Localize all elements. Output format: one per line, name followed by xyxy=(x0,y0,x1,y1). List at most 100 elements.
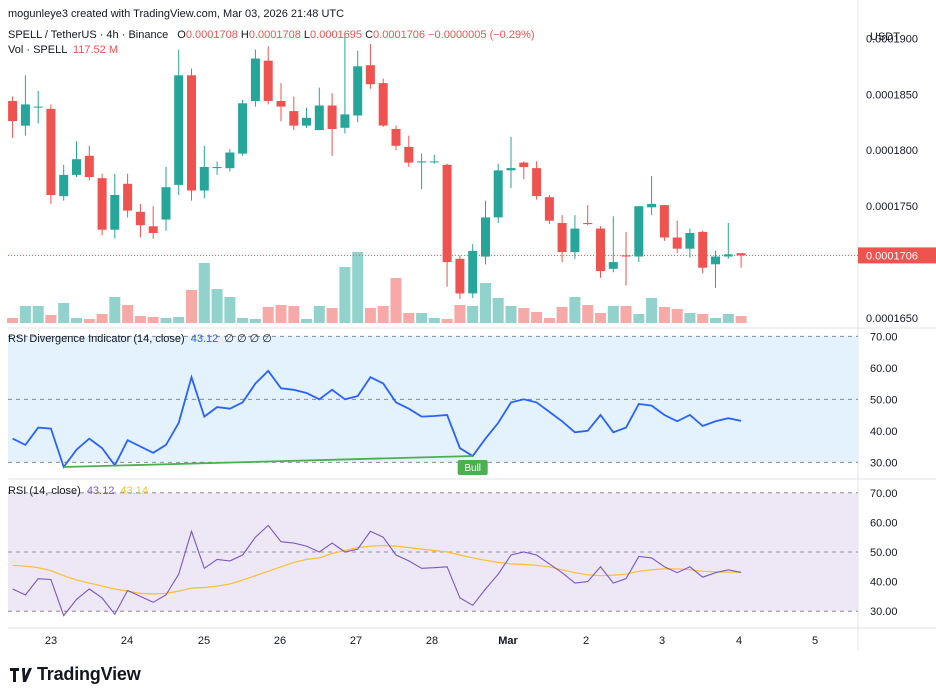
time-axis-label: 27 xyxy=(350,635,362,647)
ohlc-open-label: O xyxy=(177,29,186,41)
candle-body xyxy=(519,162,529,168)
volume-bar xyxy=(211,289,223,323)
tradingview-brand-text: TradingView xyxy=(37,664,141,684)
candle-body xyxy=(468,250,478,294)
symbol-legend: SPELL / TetherUS · 4h · Binance O0.00017… xyxy=(8,29,535,42)
ohlc-open-value: 0.0001708 xyxy=(185,29,238,41)
candle-body xyxy=(212,167,222,169)
candle-body xyxy=(187,75,196,191)
time-axis-label: 24 xyxy=(121,635,133,647)
rsi-axis-tick: 50.00 xyxy=(870,547,898,559)
candle-body xyxy=(634,206,644,257)
candle-body xyxy=(621,255,631,257)
candle-body xyxy=(506,168,516,171)
candle-body xyxy=(148,226,158,233)
rsi-divergence-title[interactable]: RSI Divergence Indicator (14, close) xyxy=(8,333,185,345)
volume-bar xyxy=(326,308,338,323)
candle-body xyxy=(327,105,337,129)
volume-bar xyxy=(646,298,658,323)
rsi-axis-tick: 60.00 xyxy=(870,517,898,529)
price-axis-tick: 0.0001800 xyxy=(866,145,918,157)
volume-bar xyxy=(45,315,57,323)
candle-body xyxy=(353,66,363,116)
ohlc-low-value: 0.0001695 xyxy=(310,29,363,41)
rsi-divergence-axis-tick: 70.00 xyxy=(870,331,898,343)
bull-label-bg xyxy=(457,460,488,475)
candle-body xyxy=(314,105,324,131)
time-axis-label: 28 xyxy=(426,635,438,647)
volume-bar xyxy=(96,314,108,323)
volume-bar xyxy=(595,313,606,323)
volume-value: 117.52 M xyxy=(72,44,119,56)
candle-body xyxy=(289,111,299,126)
volume-bar xyxy=(390,278,402,323)
time-axis-label: 4 xyxy=(736,635,742,647)
ohlc-high-label: H xyxy=(240,29,249,41)
volume-bar xyxy=(352,252,364,323)
tradingview-logo[interactable]: TradingView xyxy=(10,664,141,687)
volume-bar xyxy=(518,308,530,323)
created-by-text: mogunleye3 created with TradingView.com,… xyxy=(8,8,345,20)
symbol-name[interactable]: SPELL / TetherUS · 4h · Binance xyxy=(8,29,169,41)
candle-body xyxy=(698,231,708,268)
candle-body xyxy=(340,114,350,128)
rsi-divergence-value: 43.12 xyxy=(190,333,219,345)
volume-bar xyxy=(467,306,479,323)
rsi-divergence-axis-tick: 60.00 xyxy=(870,363,898,375)
rsi-divergence-extra: ∅ ∅ ∅ ∅ xyxy=(224,333,272,345)
price-axis-tick: 0.0001750 xyxy=(866,201,918,213)
candle-body xyxy=(123,183,133,211)
candle-body xyxy=(596,228,605,272)
volume-label[interactable]: Vol · SPELL xyxy=(8,44,67,56)
candle-body xyxy=(455,258,465,294)
rsi-axis-tick: 70.00 xyxy=(870,488,898,500)
time-axis-label: 5 xyxy=(812,635,818,647)
candle-body xyxy=(583,223,593,225)
volume-bar xyxy=(441,319,453,323)
last-price-tag: 0.0001706 xyxy=(866,250,918,262)
rsi-ma-value: 43.14 xyxy=(120,485,148,497)
volume-bar xyxy=(505,306,517,323)
volume-bar xyxy=(122,305,134,323)
candle-body xyxy=(429,161,439,163)
time-axis-label: 3 xyxy=(659,635,665,647)
volume-bar xyxy=(237,318,249,323)
volume-bar xyxy=(620,306,632,323)
volume-bar xyxy=(313,306,325,323)
price-axis-tick: 0.0001650 xyxy=(866,313,918,325)
rsi-title[interactable]: RSI (14, close) xyxy=(8,485,81,497)
candle-body xyxy=(647,203,657,208)
candle-body xyxy=(20,104,30,126)
rsi-divergence-legend: RSI Divergence Indicator (14, close) 43.… xyxy=(8,333,272,346)
candle-body xyxy=(659,205,669,238)
candle-body xyxy=(84,155,94,178)
candle-body xyxy=(8,101,18,122)
candle-body xyxy=(276,101,286,107)
price-axis-tick: 0.0001850 xyxy=(866,89,918,101)
candle-body xyxy=(97,178,107,230)
rsi-ma-line xyxy=(12,544,742,595)
volume-bar xyxy=(454,305,466,323)
volume-bar xyxy=(7,318,19,323)
rsi-axis-tick: 30.00 xyxy=(870,606,898,618)
rsi-legend: RSI (14, close) 43.12 43.14 xyxy=(8,485,148,498)
volume-bar xyxy=(697,314,709,323)
bullish-divergence-line xyxy=(63,455,473,468)
candle-body xyxy=(263,60,273,101)
candle-body xyxy=(225,152,235,169)
candle-body xyxy=(404,146,414,163)
volume-bar xyxy=(531,312,543,323)
candle-body xyxy=(59,174,69,197)
candle-body xyxy=(711,256,720,265)
time-axis-label: 23 xyxy=(45,635,57,647)
candle-body xyxy=(250,58,260,101)
time-axis-label: 25 xyxy=(198,635,210,647)
rsi-divergence-axis-tick: 30.00 xyxy=(870,457,898,469)
volume-bar xyxy=(658,307,670,323)
candle-body xyxy=(493,170,503,218)
candle-body xyxy=(672,237,682,249)
candle-body xyxy=(302,117,311,126)
volume-bar xyxy=(735,316,747,323)
